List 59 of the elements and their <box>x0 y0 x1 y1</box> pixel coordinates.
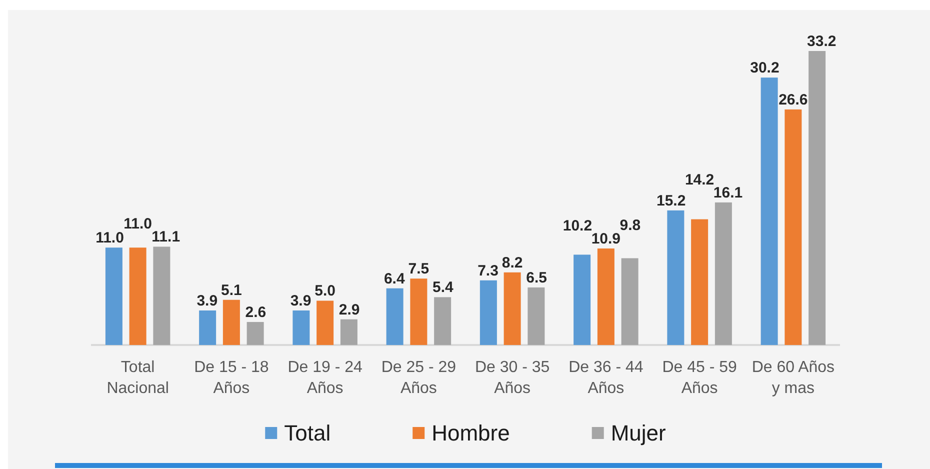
data-label: 10.2 <box>562 218 592 235</box>
data-label: 5.4 <box>432 279 454 296</box>
data-label: 33.2 <box>807 33 836 50</box>
bar <box>246 322 264 345</box>
bar <box>691 219 708 345</box>
x-tick-label: De 19 - 24 Años <box>288 359 363 397</box>
data-label: 14.2 <box>684 171 714 188</box>
data-label: 11.0 <box>124 216 152 233</box>
x-tick-label: De 15 - 18 Años <box>194 359 269 397</box>
bar <box>528 287 545 345</box>
data-label: 2.6 <box>245 304 266 321</box>
bar <box>574 254 591 345</box>
bar <box>410 278 428 345</box>
data-label: 2.9 <box>338 301 360 318</box>
data-label: 6.5 <box>526 269 548 286</box>
legend-label: Total <box>284 420 331 446</box>
data-label: 3.9 <box>290 292 312 310</box>
bar <box>105 248 122 345</box>
bar <box>386 288 404 345</box>
bar <box>434 297 452 345</box>
bar <box>153 246 170 345</box>
data-label: 5.1 <box>221 282 242 299</box>
data-label: 26.6 <box>778 91 808 108</box>
data-label: 5.0 <box>314 282 336 300</box>
data-label: 11.0 <box>96 230 124 247</box>
data-label: 3.9 <box>196 292 218 310</box>
bar <box>199 310 216 345</box>
data-label: 7.5 <box>408 260 430 278</box>
data-label: 9.8 <box>620 217 641 234</box>
data-label: 8.2 <box>502 254 523 272</box>
bar <box>504 272 521 345</box>
data-label: 30.2 <box>750 60 780 77</box>
bar <box>129 248 146 345</box>
data-label: 16.1 <box>713 184 743 202</box>
data-label: 6.4 <box>384 270 406 288</box>
x-tick-label: De 25 - 29 Años <box>381 359 456 397</box>
bar <box>808 51 826 345</box>
bar <box>340 319 358 345</box>
data-label: 10.9 <box>591 230 621 248</box>
x-tick-label: Total Nacional <box>106 359 169 397</box>
x-tick-label: De 45 - 59 Años <box>662 359 738 397</box>
x-tick-label: De 60 Años y mas <box>752 359 835 397</box>
data-label: 15.2 <box>656 192 686 210</box>
bar <box>784 109 802 345</box>
bar <box>316 300 334 345</box>
bar <box>714 202 732 345</box>
x-tick-label: De 30 - 35 Años <box>474 359 550 397</box>
bar <box>621 258 638 345</box>
legend-label: Mujer <box>610 420 666 446</box>
x-tick-label: De 36 - 44 Años <box>568 359 644 397</box>
legend-label: Hombre <box>432 420 510 446</box>
bar <box>480 280 497 345</box>
data-label: 11.1 <box>152 228 180 246</box>
data-label: 7.3 <box>478 262 498 280</box>
bar <box>222 300 240 345</box>
bar <box>597 248 614 345</box>
bar <box>760 78 778 345</box>
bar <box>667 210 684 345</box>
bar <box>292 310 310 345</box>
